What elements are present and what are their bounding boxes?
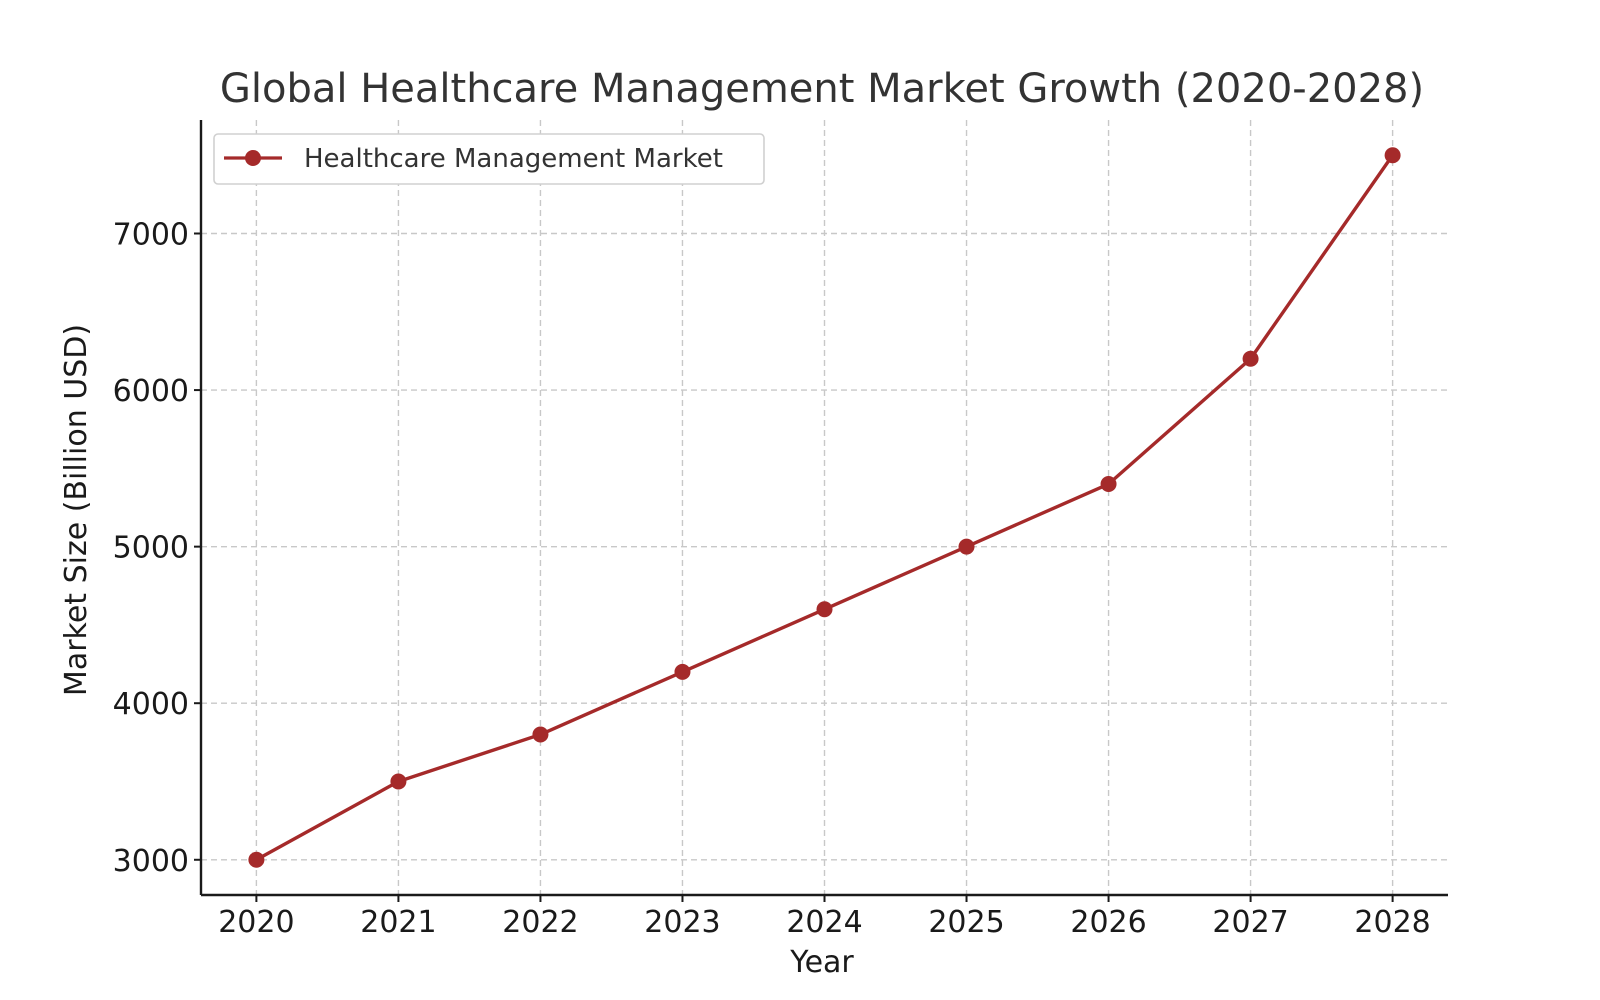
legend: Healthcare Management Market (213, 133, 765, 185)
tick-labels: 2020 2021 2022 2023 2024 2025 2026 2027 2028 3000… (113, 218, 1431, 940)
y-tick-label: 5000 (113, 531, 189, 566)
legend-marker-icon (245, 150, 261, 166)
data-point (1242, 350, 1259, 367)
x-tick-label: 2027 (1212, 905, 1288, 940)
data-series (248, 147, 1401, 868)
axes (194, 120, 1448, 902)
x-tick-label: 2023 (644, 905, 720, 940)
chart-title: Global Healthcare Management Market Grow… (220, 66, 1424, 112)
y-tick-label: 6000 (113, 374, 189, 409)
x-tick-label: 2026 (1070, 905, 1146, 940)
y-tick-label: 4000 (113, 687, 189, 722)
data-point (1100, 476, 1117, 493)
x-tick-label: 2021 (360, 905, 436, 940)
legend-box (213, 133, 765, 185)
data-point (958, 538, 975, 555)
data-point (248, 851, 265, 868)
data-point (1384, 147, 1401, 164)
data-point (674, 663, 691, 680)
data-point (390, 773, 407, 790)
x-tick-label: 2024 (786, 905, 862, 940)
data-point (816, 601, 833, 618)
y-axis-label: Market Size (Billion USD) (59, 324, 94, 696)
x-tick-label: 2020 (218, 905, 294, 940)
x-tick-label: 2028 (1354, 905, 1430, 940)
data-point (532, 726, 549, 743)
x-tick-label: 2025 (928, 905, 1004, 940)
y-tick-label: 3000 (113, 844, 189, 879)
y-tick-label: 7000 (113, 218, 189, 253)
grid-lines (201, 120, 1448, 895)
x-axis-label: Year (789, 945, 854, 980)
x-tick-label: 2022 (502, 905, 578, 940)
legend-label: Healthcare Management Market (304, 144, 723, 174)
